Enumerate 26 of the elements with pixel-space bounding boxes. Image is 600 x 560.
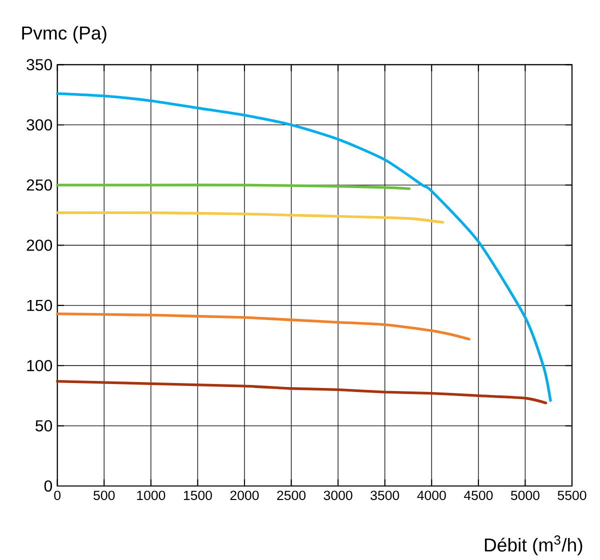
y-tick-label: 200: [26, 240, 52, 251]
x-tick-label: 4000: [417, 490, 446, 500]
y-tick-label: 150: [27, 300, 52, 312]
y-tick-label: 300: [26, 119, 52, 130]
line-series: [56, 211, 444, 224]
y-axis-title: Pvmc (Pa): [22, 26, 106, 44]
line-series: [56, 92, 552, 402]
x-tick-label: 2500: [277, 490, 306, 500]
x-axis-title: Débit (m$^{3}$/h): [484, 535, 582, 556]
x-tick-label: 2000: [230, 490, 259, 500]
y-tick-label: 50: [36, 420, 52, 432]
x-tick-label: 4500: [464, 490, 493, 500]
x-tick-label: 5500: [558, 490, 586, 500]
x-tick-label: 1000: [137, 490, 166, 500]
x-tick-label: 500: [94, 490, 115, 500]
x-tick-label: 1500: [184, 490, 212, 500]
y-tick-label: 350: [26, 59, 52, 70]
y-tick-label: 0: [44, 480, 52, 492]
x-tick-label: 3500: [370, 490, 400, 500]
x-tick-label: 0: [54, 490, 61, 500]
y-tick-label: 250: [26, 179, 52, 191]
y-tick-label: 100: [27, 360, 52, 372]
line-series: [56, 380, 548, 404]
x-tick-label: 5000: [510, 490, 540, 500]
line-series: [56, 312, 470, 340]
x-tick-label: 3000: [324, 490, 352, 500]
